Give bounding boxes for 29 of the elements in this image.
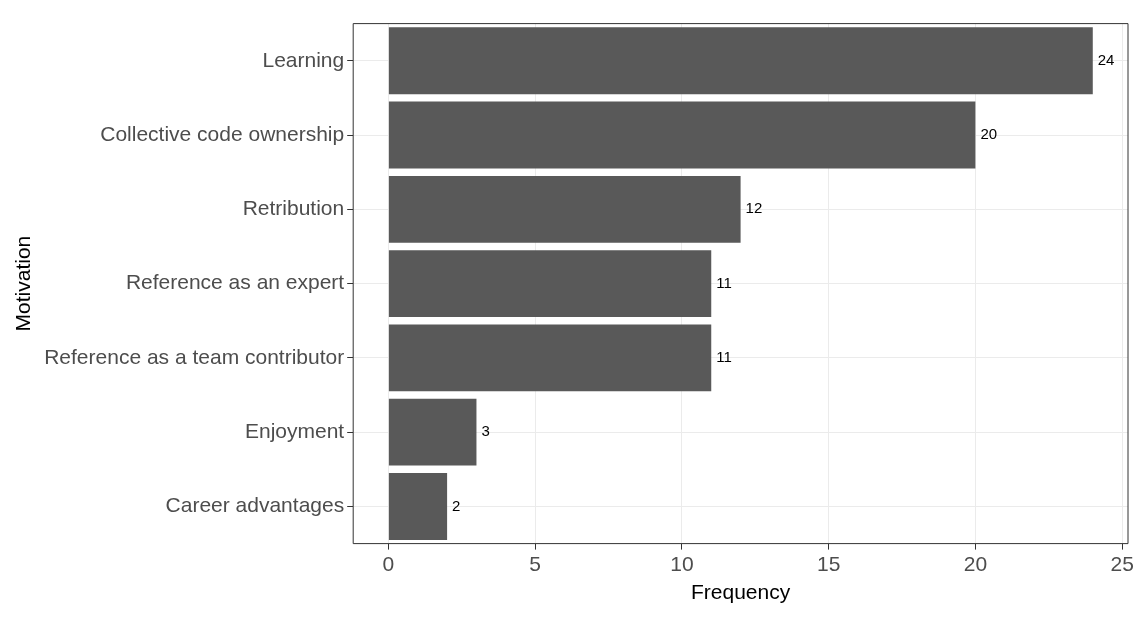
y-tick-label: Reference as a team contributor	[44, 344, 345, 368]
data-label: 20	[980, 125, 998, 143]
bar	[388, 324, 712, 392]
x-axis-title: Frequency	[690, 580, 791, 604]
bar	[388, 175, 741, 243]
data-label: 11	[716, 348, 732, 366]
y-tick-label: Career advantages	[165, 493, 345, 517]
bar	[388, 398, 477, 466]
x-tick-label: 10	[670, 552, 694, 575]
y-tick-label: Learning	[262, 47, 345, 71]
data-label: 11	[716, 273, 732, 291]
x-tick-label: 15	[816, 552, 841, 575]
x-tick-label: 25	[1110, 552, 1134, 575]
data-label: 24	[1097, 50, 1115, 68]
x-tick-label: 0	[382, 552, 395, 575]
y-tick-label: Collective code ownership	[100, 121, 345, 145]
bar	[388, 473, 448, 540]
bar	[388, 101, 976, 169]
y-tick-label: Reference as an expert	[125, 270, 345, 294]
data-label: 12	[745, 199, 763, 217]
bar	[388, 250, 712, 318]
x-tick-label: 5	[529, 552, 541, 575]
y-tick-label: Retribution	[242, 196, 345, 220]
data-label: 3	[481, 422, 490, 440]
y-tick-label: Enjoyment	[244, 418, 345, 442]
x-tick-label: 20	[963, 552, 988, 575]
y-axis-title: Motivation	[11, 235, 35, 332]
data-label: 2	[452, 496, 461, 514]
bar	[388, 27, 1093, 95]
